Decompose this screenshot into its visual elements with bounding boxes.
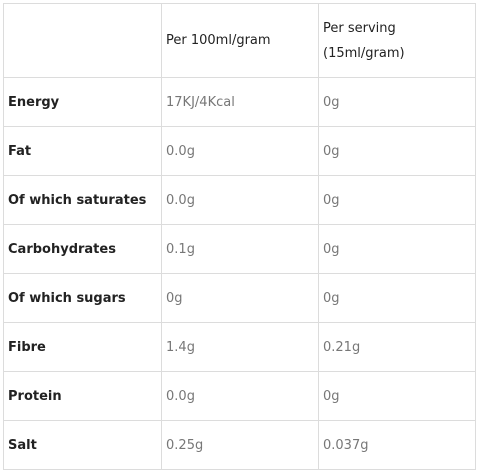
per-serving-value-cell: 0g <box>318 224 476 274</box>
per-serving-value-cell: 0g <box>318 77 476 127</box>
nutrition-table: Per 100ml/gram Per serving (15ml/gram) E… <box>2 3 476 470</box>
nutrient-name-cell: Salt <box>2 420 163 470</box>
table-row: Of which sugars 0g 0g <box>2 273 476 323</box>
per-100-value-cell: 17KJ/4Kcal <box>161 77 319 127</box>
per-serving-value-cell: 0g <box>318 175 476 225</box>
per-100-value-cell: 0.0g <box>161 126 319 176</box>
table-row: Protein 0.0g 0g <box>2 371 476 421</box>
header-nutrient-cell <box>2 3 163 78</box>
nutrient-name-cell: Carbohydrates <box>2 224 163 274</box>
per-100-value-cell: 0.25g <box>161 420 319 470</box>
header-per-serving-cell: Per serving (15ml/gram) <box>318 3 476 78</box>
table-header-row: Per 100ml/gram Per serving (15ml/gram) <box>2 3 476 78</box>
per-serving-value-cell: 0g <box>318 371 476 421</box>
table-row: Energy 17KJ/4Kcal 0g <box>2 77 476 127</box>
table-row: Of which saturates 0.0g 0g <box>2 175 476 225</box>
per-serving-value-cell: 0.037g <box>318 420 476 470</box>
table-row: Salt 0.25g 0.037g <box>2 420 476 470</box>
nutrient-name-cell: Fat <box>2 126 163 176</box>
per-100-value-cell: 0g <box>161 273 319 323</box>
nutrient-name-cell: Fibre <box>2 322 163 372</box>
per-serving-value-cell: 0g <box>318 126 476 176</box>
per-serving-value-cell: 0g <box>318 273 476 323</box>
per-serving-value-cell: 0.21g <box>318 322 476 372</box>
per-100-value-cell: 0.0g <box>161 371 319 421</box>
header-per-100-cell: Per 100ml/gram <box>161 3 319 78</box>
table-row: Fat 0.0g 0g <box>2 126 476 176</box>
nutrient-name-cell: Energy <box>2 77 163 127</box>
per-100-value-cell: 0.1g <box>161 224 319 274</box>
nutrient-name-cell: Of which sugars <box>2 273 163 323</box>
table-row: Carbohydrates 0.1g 0g <box>2 224 476 274</box>
per-100-value-cell: 1.4g <box>161 322 319 372</box>
per-100-value-cell: 0.0g <box>161 175 319 225</box>
table-row: Fibre 1.4g 0.21g <box>2 322 476 372</box>
nutrient-name-cell: Of which saturates <box>2 175 163 225</box>
nutrient-name-cell: Protein <box>2 371 163 421</box>
